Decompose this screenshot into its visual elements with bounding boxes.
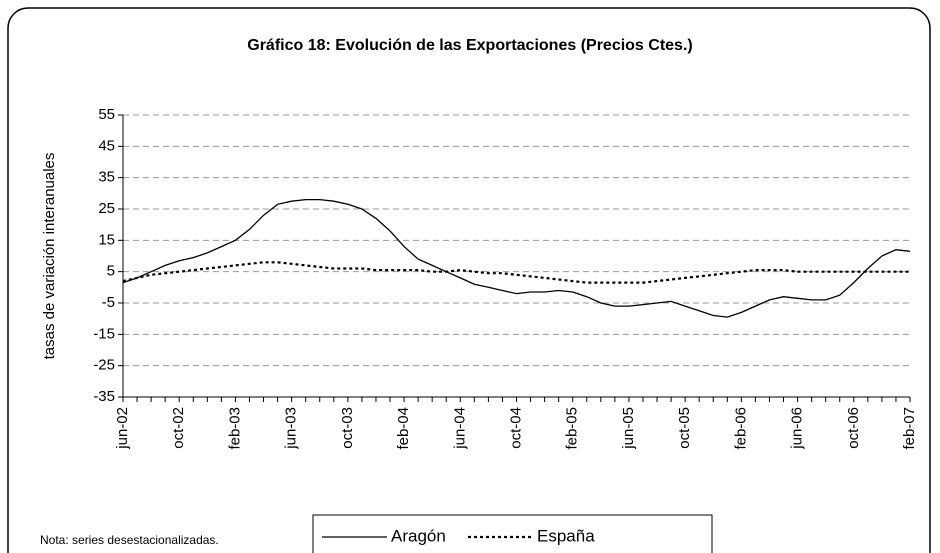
y-tick-label: 45: [98, 137, 115, 154]
y-tick-label: 25: [98, 200, 115, 217]
x-tick-label: feb-03: [226, 407, 243, 450]
y-tick-label: 15: [98, 231, 115, 248]
x-tick-label: oct-04: [507, 407, 524, 449]
y-tick-label: 55: [98, 106, 115, 123]
y-tick-label: -5: [102, 294, 115, 311]
x-tick-label: oct-02: [170, 407, 187, 449]
y-tick-label: 35: [98, 169, 115, 186]
legend-label: España: [537, 526, 595, 545]
y-axis-label: tasas de variación interanuales: [41, 153, 58, 360]
x-tick-label: jun-05: [620, 407, 637, 450]
legend-box: [312, 514, 713, 553]
x-tick-label: jun-04: [451, 407, 468, 450]
x-tick-label: jun-03: [283, 407, 300, 450]
note: Nota: series desestacionalizadas.: [40, 533, 219, 547]
x-tick-label: feb-04: [395, 407, 412, 450]
y-tick-label: -15: [93, 325, 115, 342]
x-tick-label: jun-06: [789, 407, 806, 450]
chart-title: Gráfico 18: Evolución de las Exportacion…: [247, 37, 692, 54]
line-series: [122, 198, 911, 318]
y-tick-label: 5: [107, 263, 115, 280]
x-tick-label: oct-05: [676, 407, 693, 449]
chart-frame: [7, 7, 931, 553]
x-tick-label: feb-05: [564, 407, 581, 450]
x-tick-label: oct-06: [845, 407, 862, 449]
legend-label: Aragón: [391, 526, 446, 545]
x-tick-label: feb-06: [732, 407, 749, 450]
x-tick-label: jun-02: [114, 407, 131, 450]
y-tick-label: -35: [93, 388, 115, 405]
x-tick-label: feb-07: [901, 407, 918, 450]
line-series: [122, 261, 910, 284]
x-tick-label: oct-03: [339, 407, 356, 449]
y-tick-label: -25: [93, 357, 115, 374]
